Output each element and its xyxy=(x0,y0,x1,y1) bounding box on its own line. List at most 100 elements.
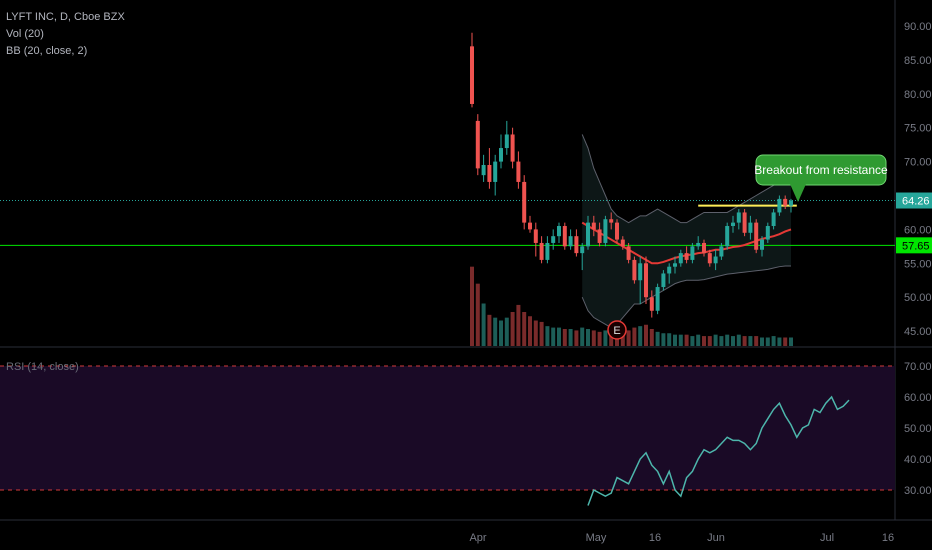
candle xyxy=(632,256,637,284)
volume-bar xyxy=(568,329,573,346)
candle-body xyxy=(597,229,602,243)
price-tick-label: 55.00 xyxy=(904,258,932,270)
volume-bar xyxy=(591,330,596,346)
rsi-line xyxy=(587,395,850,506)
earnings-marker-label: E xyxy=(613,325,620,337)
support-label: 57.65 xyxy=(902,240,930,252)
symbol-title[interactable]: LYFT INC, D, Cboe BZX xyxy=(6,11,125,23)
rsi-tick-label: 40.00 xyxy=(904,454,932,466)
candle xyxy=(597,222,602,247)
candle xyxy=(475,114,480,176)
candle xyxy=(783,195,788,210)
volume-bar xyxy=(481,303,486,346)
callout-text: Breakout from resistance xyxy=(754,163,888,177)
candle-body xyxy=(574,236,579,254)
volume-bar xyxy=(661,333,666,346)
candle-body xyxy=(539,242,544,260)
candle xyxy=(707,249,712,267)
candle xyxy=(736,209,741,230)
bollinger-legend[interactable]: BB (20, close, 2) xyxy=(6,45,88,57)
candle xyxy=(626,242,631,264)
candle xyxy=(702,239,706,257)
breakout-callout: Breakout from resistance xyxy=(754,154,888,202)
candle xyxy=(516,151,521,189)
volume-legend[interactable]: Vol (20) xyxy=(6,28,44,40)
candle-body xyxy=(609,219,614,223)
candle-body xyxy=(557,226,561,237)
candle xyxy=(504,120,509,155)
candle xyxy=(533,222,538,257)
candle xyxy=(615,219,619,243)
candle-body xyxy=(777,198,782,213)
candle xyxy=(760,236,764,257)
volume-bar xyxy=(667,333,672,346)
volume-bar xyxy=(638,326,643,346)
candle-body xyxy=(754,222,759,250)
candle xyxy=(667,263,672,284)
candle-body xyxy=(586,222,590,247)
candle-body xyxy=(696,242,701,247)
candle-body xyxy=(655,287,660,311)
candle xyxy=(562,222,567,250)
candle-body xyxy=(499,148,503,162)
candle xyxy=(748,215,753,240)
candle xyxy=(765,222,770,243)
volume-bar xyxy=(649,329,654,346)
volume-bar xyxy=(551,327,556,346)
volume-bar xyxy=(731,336,735,346)
candle-body xyxy=(545,242,550,260)
volume-bar xyxy=(678,334,683,346)
volume-bar xyxy=(748,336,753,346)
candle xyxy=(649,290,654,318)
candle-body xyxy=(690,246,695,260)
price-tick-label: 60.00 xyxy=(904,224,932,236)
price-tick-label: 45.00 xyxy=(904,326,932,338)
callout-box xyxy=(755,154,887,186)
volume-bar xyxy=(586,329,590,346)
candle-body xyxy=(719,246,724,257)
bollinger-upper xyxy=(581,134,792,224)
candle xyxy=(771,209,776,230)
candle xyxy=(568,229,573,250)
volume-bar xyxy=(580,327,585,346)
candle-body xyxy=(789,200,793,206)
candle-body xyxy=(765,226,770,240)
candle-body xyxy=(510,134,515,162)
candle-body xyxy=(644,263,648,298)
support-badge xyxy=(896,237,932,254)
candle xyxy=(574,229,579,257)
candle-body xyxy=(731,222,735,227)
volume-bar xyxy=(528,316,532,346)
time-tick-label: May xyxy=(586,532,607,544)
volume-bar xyxy=(713,334,718,346)
volume-bar xyxy=(562,329,567,346)
candle-body xyxy=(580,246,585,254)
volume-bar xyxy=(771,336,776,346)
rsi-legend[interactable]: RSI (14, close) xyxy=(6,361,79,373)
volume-bar xyxy=(777,337,782,346)
volume-bar xyxy=(632,327,637,346)
candle-body xyxy=(626,246,631,260)
volume-bar xyxy=(522,312,527,346)
candle-body xyxy=(528,222,532,230)
volume-bar xyxy=(603,330,608,346)
price-tick-label: 80.00 xyxy=(904,89,932,101)
candle-body xyxy=(702,242,706,254)
time-tick-label: Jul xyxy=(820,532,834,544)
volume-bar xyxy=(533,320,538,346)
candle xyxy=(499,134,503,169)
volume-bar xyxy=(620,331,625,346)
callout-pointer xyxy=(790,184,806,202)
candle xyxy=(545,236,550,264)
candle-body xyxy=(771,212,776,227)
earnings-marker: E xyxy=(607,320,627,340)
volume-bar xyxy=(725,334,730,346)
volume-bar xyxy=(557,327,561,346)
candle xyxy=(580,242,585,271)
candle xyxy=(789,198,793,213)
volume-bar xyxy=(742,336,747,346)
candle-body xyxy=(632,259,637,281)
candle xyxy=(603,215,608,247)
candle-body xyxy=(649,297,654,311)
